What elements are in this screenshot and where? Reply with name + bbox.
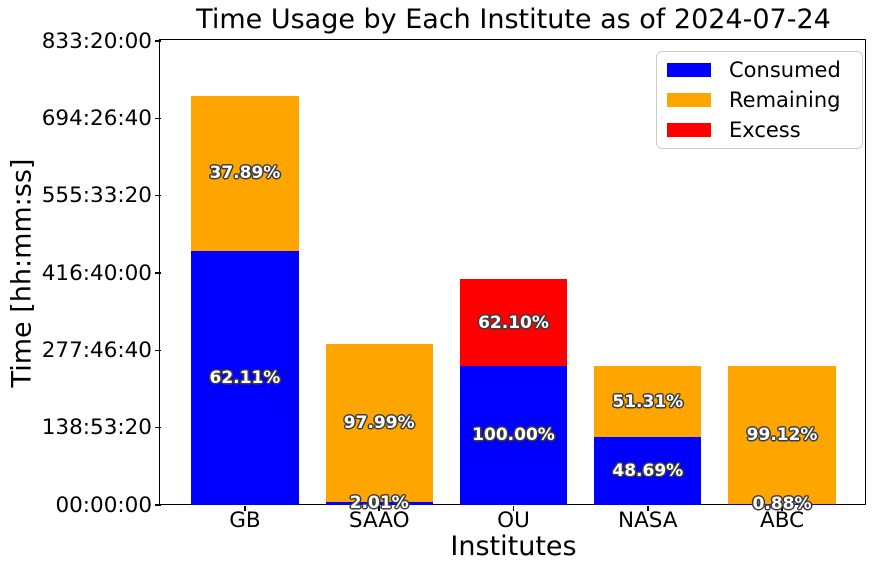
y-tick-label: 694:26:40	[41, 105, 152, 131]
bar-label-abc-consumed: 0.88%	[752, 494, 812, 515]
y-tick-mark	[155, 40, 161, 42]
bar-segment-abc-remaining	[728, 365, 836, 504]
bar-label-gb-remaining: 37.89%	[209, 163, 281, 184]
y-tick-mark	[155, 272, 161, 274]
legend-item-consumed: Consumed	[657, 55, 862, 85]
legend-label-consumed: Consumed	[729, 58, 841, 82]
x-tick-label-nasa: NASA	[618, 508, 678, 533]
x-tick-mark	[244, 506, 246, 511]
y-tick-label: 00:00:00	[55, 492, 152, 518]
x-tick-label-abc: ABC	[760, 508, 805, 533]
bar-segment-saao-remaining	[325, 343, 433, 502]
x-tick-mark	[378, 506, 380, 511]
y-tick-mark	[155, 426, 161, 429]
x-tick-mark	[781, 506, 783, 511]
y-tick-label: 416:40:00	[41, 260, 152, 286]
bar-label-ou-consumed: 100.00%	[472, 425, 555, 446]
y-tick-mark	[155, 117, 161, 120]
x-tick-mark	[646, 506, 649, 511]
bar-label-gb-consumed: 62.11%	[209, 367, 281, 388]
y-tick-mark	[155, 349, 161, 352]
legend: Consumed Remaining Excess	[656, 51, 863, 149]
y-tick-label: 833:20:00	[41, 28, 152, 54]
x-tick-label-saao: SAAO	[348, 508, 410, 533]
bar-label-abc-remaining: 99.12%	[746, 424, 818, 445]
bar-label-nasa-remaining: 51.31%	[612, 391, 684, 412]
bar-label-nasa-consumed: 48.69%	[612, 461, 684, 482]
x-axis-label: Institutes	[450, 531, 577, 562]
plot-area: 62.11% 37.89% 2.01% 97.99% 100.00% 62.10% 48.6…	[159, 39, 866, 514]
y-tick-label: 555:33:20	[41, 183, 152, 209]
bar-segment-ou-excess	[459, 279, 568, 366]
legend-swatch-consumed-icon	[667, 63, 711, 77]
bar-label-saao-remaining: 97.99%	[343, 412, 415, 433]
y-tick-label: 277:46:40	[41, 337, 152, 363]
bar-segment-ou-consumed	[459, 365, 568, 505]
chart-title: Time Usage by Each Institute as of 2024-…	[196, 4, 831, 35]
bar-segment-gb-remaining	[191, 95, 299, 251]
bar-segment-saao-consumed	[325, 501, 433, 505]
bar-label-saao-consumed: 2.01%	[349, 493, 409, 514]
x-tick-label-gb: GB	[229, 508, 261, 533]
y-tick-label: 138:53:20	[41, 415, 152, 441]
bar-segment-nasa-remaining	[594, 365, 702, 438]
bar-segment-gb-consumed	[191, 250, 299, 505]
y-tick-mark	[155, 504, 161, 506]
bar-label-ou-excess: 62.10%	[478, 312, 549, 333]
x-tick-label-ou: OU	[497, 508, 530, 533]
bar-segment-nasa-consumed	[594, 437, 702, 505]
legend-item-excess: Excess	[657, 115, 862, 145]
legend-label-excess: Excess	[729, 118, 801, 142]
legend-swatch-excess-icon	[667, 123, 711, 137]
bar-segment-abc-consumed	[728, 503, 836, 505]
legend-item-remaining: Remaining	[657, 85, 862, 115]
legend-label-remaining: Remaining	[729, 88, 841, 112]
x-tick-mark	[512, 506, 515, 511]
y-tick-mark	[155, 194, 161, 197]
legend-swatch-remaining-icon	[667, 93, 711, 107]
